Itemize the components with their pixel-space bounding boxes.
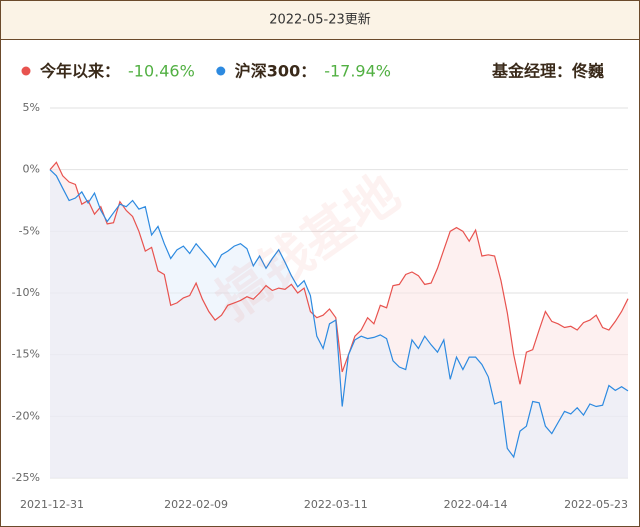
- y-tick-label: -10%: [12, 286, 40, 299]
- y-tick-label: -15%: [12, 348, 40, 361]
- legend-label: 今年以来：: [39, 62, 120, 81]
- legend-marker: [216, 66, 226, 76]
- legend-value: -10.46%: [128, 62, 195, 81]
- x-tick-label: 2021-12-31: [20, 498, 84, 511]
- line: [49, 169, 629, 459]
- header: [0, 0, 640, 40]
- y-tick-label: 5%: [23, 101, 40, 114]
- x-tick-label: 2022-05-23: [564, 498, 628, 511]
- annotation: 基金经理：佟巍: [491, 62, 604, 81]
- legend-marker: [21, 66, 31, 76]
- y-tick-label: 0%: [23, 163, 40, 176]
- y-tick-label: -20%: [12, 409, 40, 422]
- x-tick-label: 2022-02-09: [164, 498, 228, 511]
- chart-title: 2022-05-23更新: [269, 12, 371, 28]
- x-tick-label: 2022-04-14: [444, 498, 508, 511]
- line: [49, 161, 629, 385]
- legend-label: 沪深300：: [235, 62, 316, 81]
- legend-value: -17.94%: [324, 62, 391, 81]
- x-tick-label: 2022-03-11: [304, 498, 368, 511]
- y-tick-label: -5%: [19, 224, 40, 237]
- y-tick-label: -25%: [12, 471, 40, 484]
